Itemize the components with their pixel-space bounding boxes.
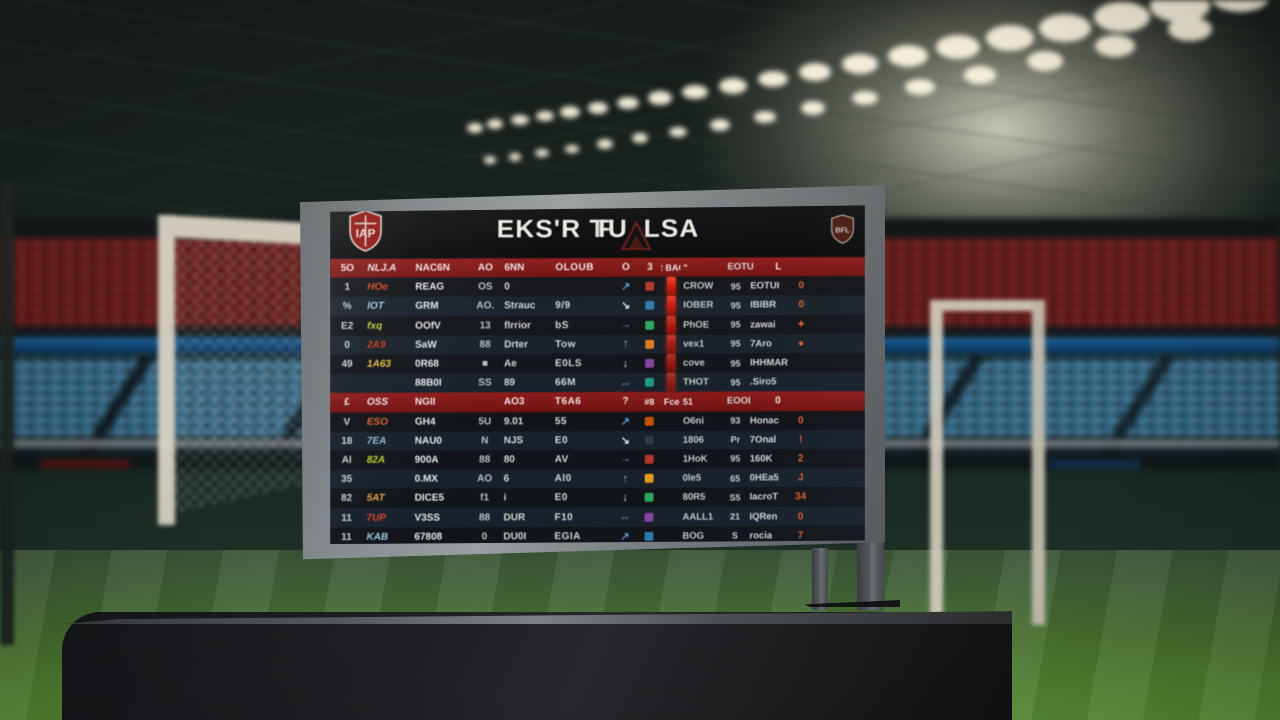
svg-text:BFL: BFL (835, 225, 850, 234)
svg-text:IAP: IAP (356, 226, 376, 240)
